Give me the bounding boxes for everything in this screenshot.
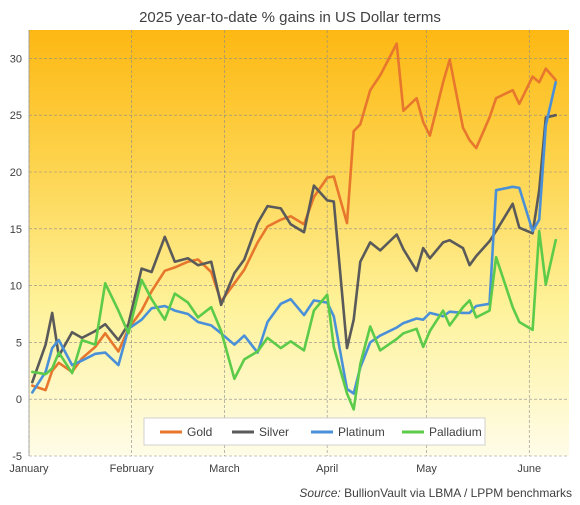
y-tick-label: -5 [12, 451, 22, 463]
x-tick-label: June [517, 463, 541, 475]
y-tick-label: 5 [16, 337, 22, 349]
y-tick-label: 20 [10, 167, 22, 179]
chart-title: 2025 year-to-date % gains in US Dollar t… [139, 9, 441, 26]
legend-label-platinum: Platinum [338, 425, 385, 439]
source-note: Source: BullionVault via LBMA / LPPM ben… [299, 486, 572, 500]
x-tick-label: January [9, 463, 49, 475]
series-lines [30, 42, 558, 411]
legend: Gold Silver Platinum Palladium [143, 417, 486, 446]
y-tick-label: 25 [10, 110, 22, 122]
x-tick-label: May [416, 463, 437, 475]
legend-label-palladium: Palladium [429, 425, 482, 439]
y-tick-label: 30 [10, 53, 22, 65]
y-tick-label: 15 [10, 224, 22, 236]
legend-label-gold: Gold [187, 425, 212, 439]
y-axis: -5 0 5 10 15 20 25 30 [10, 53, 22, 463]
x-tick-label: March [209, 463, 240, 475]
x-tick-label: April [316, 463, 338, 475]
source-label: Source: [299, 486, 341, 500]
legend-label-silver: Silver [259, 425, 289, 439]
plot-area [29, 30, 569, 456]
x-axis: January February March April May June [9, 463, 541, 475]
x-tick-label: February [110, 463, 155, 475]
series-line-silver [30, 113, 558, 384]
series-line-palladium [30, 229, 558, 411]
series-line-gold [30, 42, 558, 392]
y-tick-label: 10 [10, 281, 22, 293]
gridlines [28, 30, 569, 457]
y-tick-label: 0 [16, 394, 22, 406]
source-text: BullionVault via LBMA / LPPM benchmarks [344, 486, 572, 500]
